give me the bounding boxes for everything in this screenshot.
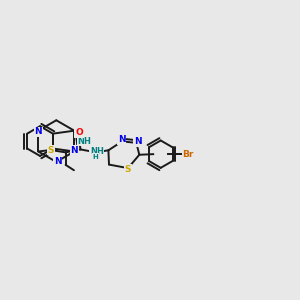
Text: NH: NH (90, 147, 104, 156)
Text: O: O (75, 128, 83, 137)
Text: S: S (124, 165, 131, 174)
Text: N: N (134, 137, 141, 146)
Text: N: N (70, 146, 78, 155)
Text: N: N (54, 158, 61, 166)
Text: NH: NH (77, 136, 91, 146)
Text: Br: Br (182, 150, 194, 159)
Text: S: S (47, 146, 54, 154)
Text: H: H (92, 154, 98, 160)
Text: N: N (118, 135, 125, 144)
Text: N: N (34, 128, 42, 136)
